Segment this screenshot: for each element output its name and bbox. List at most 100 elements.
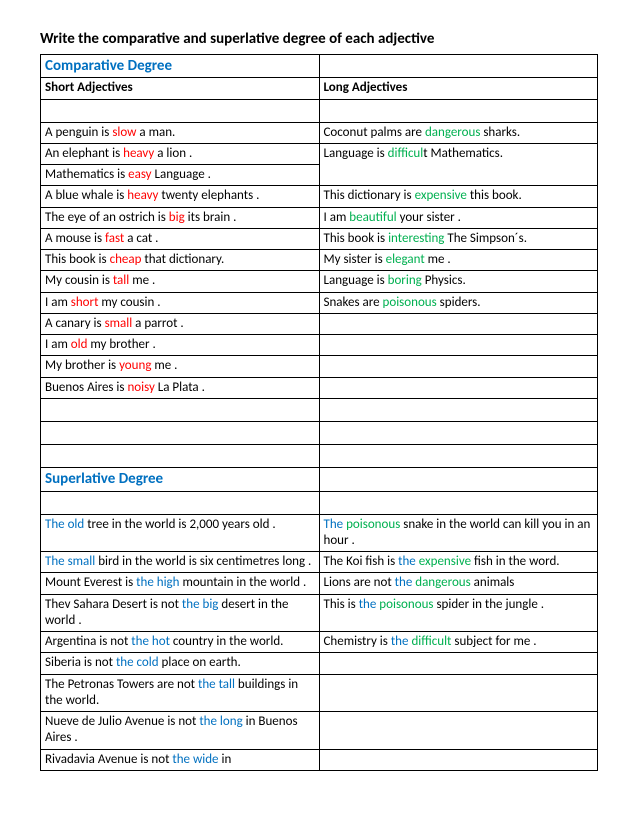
cell: The old tree in the world is 2,000 years… xyxy=(41,514,320,552)
text-fragment: the xyxy=(398,554,416,569)
text-fragment: Comparative Degree xyxy=(45,57,172,75)
cell xyxy=(319,54,598,78)
text-fragment: the high xyxy=(136,575,179,590)
text-fragment: This dictionary is xyxy=(324,188,415,203)
text-fragment: The Simpson´s. xyxy=(444,231,527,246)
text-fragment: me . xyxy=(129,273,155,288)
text-fragment: The eye of an ostrich is xyxy=(45,210,169,225)
text-fragment: me . xyxy=(425,252,451,267)
cell: This book is interesting The Simpson´s. xyxy=(319,228,598,249)
text-fragment: your sister . xyxy=(397,210,461,225)
cell: Short Adjectives xyxy=(41,78,320,99)
cell xyxy=(319,674,598,712)
cell xyxy=(319,653,598,674)
text-fragment: Lions are not xyxy=(324,575,395,590)
cell xyxy=(319,313,598,334)
text-fragment: difficult xyxy=(411,634,451,649)
table-row: Argentina is not the hot country in the … xyxy=(41,632,598,653)
text-fragment: the long xyxy=(199,714,242,729)
cell xyxy=(319,421,598,444)
cell: Thev Sahara Desert is not the big desert… xyxy=(41,594,320,632)
cell: Coconut palms are dangerous sharks. xyxy=(319,122,598,143)
cell: An elephant is heavy a lion . xyxy=(41,143,320,164)
cell: Mathematics is easy Language . xyxy=(41,165,320,186)
cell: Lions are not the dangerous animals xyxy=(319,573,598,594)
text-fragment: cheap xyxy=(110,252,142,267)
cell: A mouse is fast a cat . xyxy=(41,228,320,249)
table-row: The eye of an ostrich is big its brain .… xyxy=(41,207,598,228)
cell: I am old my brother . xyxy=(41,335,320,356)
text-fragment: I am xyxy=(45,337,71,352)
cell: This book is cheap that dictionary. xyxy=(41,250,320,271)
cell: Rivadavia Avenue is not the wide in xyxy=(41,749,320,770)
page-title: Write the comparative and superlative de… xyxy=(40,30,598,50)
table-row: I am old my brother . xyxy=(41,335,598,356)
table-row xyxy=(41,421,598,444)
text-fragment: I am xyxy=(324,210,350,225)
text-fragment: Siberia is not xyxy=(45,655,116,670)
text-fragment: Nueve de Julio Avenue is not xyxy=(45,714,199,729)
cell xyxy=(319,444,598,467)
cell: The Koi fish is the expensive fish in th… xyxy=(319,552,598,573)
cell xyxy=(319,712,598,750)
text-fragment: animals xyxy=(471,575,515,590)
cell: My sister is elegant me . xyxy=(319,250,598,271)
table-row: A blue whale is heavy twenty elephants .… xyxy=(41,186,598,207)
cell: Nueve de Julio Avenue is not the long in… xyxy=(41,712,320,750)
text-fragment: poisonous xyxy=(346,517,400,532)
text-fragment: its brain . xyxy=(185,210,237,225)
text-fragment: My brother is xyxy=(45,358,119,373)
table-row: Thev Sahara Desert is not the big desert… xyxy=(41,594,598,632)
text-fragment: young xyxy=(119,358,151,373)
text-fragment: A canary is xyxy=(45,316,105,331)
text-fragment: Snakes are xyxy=(324,295,383,310)
text-fragment: Language . xyxy=(152,167,211,182)
text-fragment: fish in the word. xyxy=(471,554,560,569)
text-fragment: This is xyxy=(324,597,359,612)
table-row: An elephant is heavy a lion .Language is… xyxy=(41,143,598,164)
table-row: Comparative Degree xyxy=(41,54,598,78)
text-fragment: the hot xyxy=(131,634,170,649)
table-row: Short AdjectivesLong Adjectives xyxy=(41,78,598,99)
cell: Language is boring Physics. xyxy=(319,271,598,292)
table-row: Mount Everest is the high mountain in th… xyxy=(41,573,598,594)
text-fragment: spiders. xyxy=(437,295,481,310)
text-fragment: this book. xyxy=(467,188,522,203)
text-fragment: subject for me . xyxy=(451,634,536,649)
text-fragment: tall xyxy=(113,273,129,288)
text-fragment: tree in the world is 2,000 years old . xyxy=(84,517,275,532)
text-fragment: my brother . xyxy=(87,337,155,352)
text-fragment: expensive xyxy=(415,188,467,203)
table-row: Superlative Degree xyxy=(41,467,598,491)
text-fragment: A mouse is xyxy=(45,231,105,246)
cell: My brother is young me . xyxy=(41,356,320,377)
text-fragment: My sister is xyxy=(324,252,386,267)
text-fragment: heavy xyxy=(123,146,154,161)
text-fragment: Mount Everest is xyxy=(45,575,136,590)
cell: Argentina is not the hot country in the … xyxy=(41,632,320,653)
cell xyxy=(319,398,598,421)
cell xyxy=(41,398,320,421)
table-row: Siberia is not the cold place on earth. xyxy=(41,653,598,674)
text-fragment: Short Adjectives xyxy=(45,80,133,95)
text-fragment: noisy xyxy=(127,380,154,395)
text-fragment: Superlative Degree xyxy=(45,470,163,488)
cell xyxy=(319,749,598,770)
cell xyxy=(319,377,598,398)
text-fragment: My cousin is xyxy=(45,273,113,288)
text-fragment: boring xyxy=(388,273,422,288)
text-fragment: mountain in the world . xyxy=(180,575,307,590)
text-fragment: my cousin . xyxy=(98,295,160,310)
cell: Superlative Degree xyxy=(41,467,320,491)
text-fragment: poisonous xyxy=(383,295,437,310)
cell: The eye of an ostrich is big its brain . xyxy=(41,207,320,228)
text-fragment: A penguin is xyxy=(45,125,112,140)
text-fragment: expensive xyxy=(419,554,471,569)
text-fragment: small xyxy=(105,316,133,331)
cell: The poisonous snake in the world can kil… xyxy=(319,514,598,552)
text-fragment: A blue whale is xyxy=(45,188,127,203)
cell xyxy=(41,421,320,444)
cell: A blue whale is heavy twenty elephants . xyxy=(41,186,320,207)
table-row: Rivadavia Avenue is not the wide in xyxy=(41,749,598,770)
cell: Siberia is not the cold place on earth. xyxy=(41,653,320,674)
